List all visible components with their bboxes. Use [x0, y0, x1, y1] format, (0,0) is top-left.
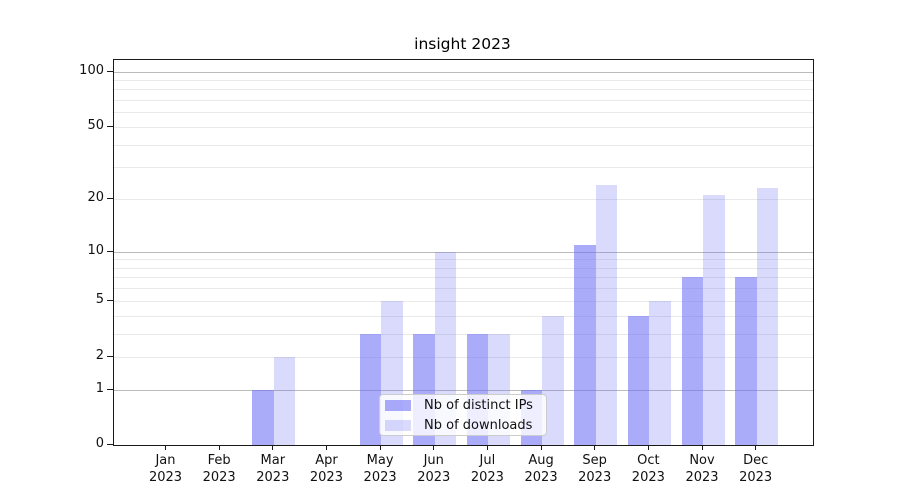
x-axis-tick-label: Nov 2023 — [685, 453, 719, 485]
gridline-major — [114, 251, 813, 253]
x-axis-tick — [433, 445, 435, 450]
x-axis-tick — [540, 445, 542, 450]
bar-distinct-ips — [359, 333, 382, 445]
plot-area — [113, 59, 814, 446]
legend-row: Nb of downloads — [385, 416, 546, 435]
bar-downloads — [756, 188, 779, 445]
gridline-minor — [114, 144, 813, 146]
bar-downloads — [273, 357, 296, 445]
gridline-minor — [114, 300, 813, 302]
y-axis-tick — [107, 70, 113, 72]
y-axis-tick — [107, 126, 113, 128]
x-axis-tick-label: Jan 2023 — [148, 453, 183, 485]
x-axis-tick-label: Aug 2023 — [524, 453, 558, 485]
x-axis-tick — [165, 445, 166, 450]
x-axis-tick-label: Sep 2023 — [578, 453, 612, 485]
x-axis-tick-label: May 2023 — [363, 453, 397, 485]
x-axis-tick — [272, 445, 274, 450]
gridline-minor — [114, 277, 813, 279]
gridline-minor — [114, 80, 813, 82]
x-axis-tick-label: Dec 2023 — [739, 453, 773, 485]
y-axis-tick — [107, 198, 113, 200]
x-axis-tick — [701, 445, 703, 450]
bar-downloads — [595, 184, 618, 445]
gridline-minor — [114, 315, 813, 317]
x-axis-tick-label: Jul 2023 — [470, 453, 504, 485]
legend-row: Nb of distinct IPs — [385, 396, 546, 415]
gridline-minor — [114, 267, 813, 269]
bar-distinct-ips — [252, 390, 274, 445]
bar-downloads — [649, 300, 671, 445]
x-axis-tick-label: Mar 2023 — [256, 453, 290, 485]
x-axis-tick — [325, 445, 327, 450]
chart-title: insight 2023 — [414, 35, 511, 53]
bar-distinct-ips — [735, 277, 757, 445]
x-axis-tick — [755, 445, 757, 450]
gridline-minor — [114, 167, 813, 169]
legend-label: Nb of distinct IPs — [424, 397, 533, 413]
y-axis-tick-label: 50 — [87, 118, 104, 134]
bar-distinct-ips — [681, 277, 703, 445]
x-axis-tick-label: Apr 2023 — [309, 453, 343, 485]
x-axis-tick — [647, 445, 649, 450]
x-axis-tick — [379, 445, 381, 450]
gridline-minor — [114, 357, 813, 359]
y-axis-tick-label: 2 — [95, 348, 104, 364]
gridline-minor — [114, 333, 813, 335]
gridline-minor — [114, 89, 813, 91]
x-axis-tick-label: Oct 2023 — [631, 453, 665, 485]
y-axis-tick — [107, 299, 113, 301]
gridline-minor — [114, 259, 813, 261]
y-axis-tick-label: 1 — [95, 381, 104, 397]
y-axis-tick-label: 10 — [87, 242, 104, 258]
gridline-minor — [114, 199, 813, 201]
y-axis-tick-label: 20 — [87, 190, 104, 206]
gridline-minor — [114, 112, 813, 114]
x-axis-tick — [486, 445, 488, 450]
legend-swatch — [385, 419, 411, 431]
legend-label: Nb of downloads — [424, 417, 533, 433]
y-axis-tick-label: 0 — [95, 436, 104, 451]
bar-downloads — [542, 315, 564, 445]
gridline-major — [114, 71, 813, 73]
y-axis-tick — [107, 444, 113, 445]
y-axis-tick-label: 5 — [95, 291, 104, 307]
y-axis-tick — [107, 356, 113, 358]
bar-downloads — [703, 195, 725, 445]
legend: Nb of distinct IPs Nb of downloads — [379, 394, 547, 436]
gridline-minor — [114, 100, 813, 102]
gridline-minor — [114, 288, 813, 290]
legend-swatch — [385, 399, 411, 411]
gridline-major — [114, 390, 813, 392]
bar-distinct-ips — [574, 244, 596, 445]
x-axis-tick — [218, 445, 220, 450]
x-axis-tick-label: Feb 2023 — [202, 453, 236, 485]
y-axis-tick — [107, 250, 113, 252]
x-axis-tick-label: Jun 2023 — [417, 453, 451, 485]
gridline-minor — [114, 127, 813, 129]
x-axis-tick — [594, 445, 596, 450]
y-axis-tick-label: 100 — [79, 62, 104, 78]
bar-distinct-ips — [627, 315, 650, 445]
y-axis-tick — [107, 389, 113, 391]
